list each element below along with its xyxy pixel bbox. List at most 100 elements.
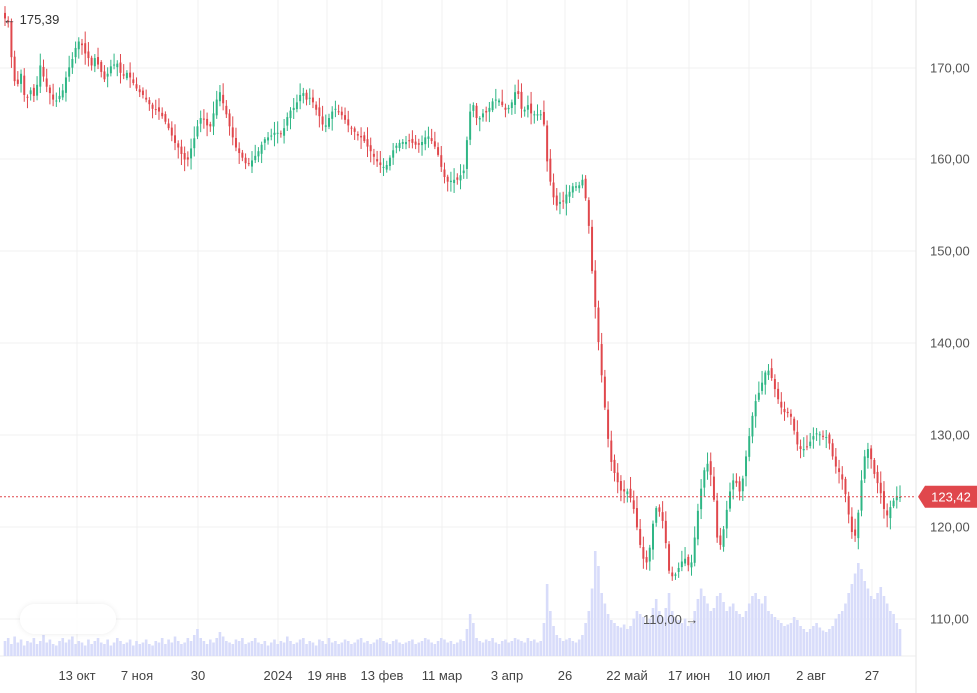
candle-body [26, 96, 29, 98]
candle-body [844, 478, 847, 495]
volume-bar [395, 639, 398, 656]
volume-layer [3, 551, 902, 656]
candle-body [632, 500, 635, 509]
volume-bar [423, 638, 427, 656]
volume-bar [597, 566, 600, 656]
candle-body [289, 110, 292, 119]
volume-bar [622, 624, 626, 656]
volume-bar [119, 641, 122, 656]
volume-bar [574, 642, 578, 656]
volume-bar [337, 644, 340, 656]
candle-body [498, 100, 501, 103]
candle-body [20, 73, 23, 84]
x-tick-label: 3 апр [491, 668, 523, 683]
volume-bar [449, 641, 453, 656]
candle-body [899, 496, 901, 498]
volume-bar [13, 636, 16, 656]
candle-body [356, 134, 359, 136]
candle-body [77, 41, 80, 50]
volume-bar [606, 614, 610, 656]
candle-body [228, 113, 231, 127]
candle-body [106, 73, 109, 77]
candle-body [639, 528, 642, 545]
candle-body [401, 141, 404, 144]
candle-body [276, 132, 279, 134]
candle-body [411, 138, 414, 143]
volume-bar [385, 642, 389, 656]
candle-body [39, 65, 42, 87]
candle-body [520, 91, 523, 109]
volume-bar [430, 642, 433, 656]
candle-body [703, 470, 706, 488]
volume-bar [680, 623, 684, 656]
axis-layer: 170,00 160,00 150,00 140,00 130,00 120,00 110,… [58, 61, 969, 684]
x-tick-label: 11 мар [422, 668, 463, 683]
candle-body [116, 63, 119, 68]
volume-bar [407, 641, 411, 656]
volume-bar [690, 623, 693, 656]
volume-bar [318, 639, 321, 656]
volume-bar [231, 644, 235, 656]
candle-body [273, 132, 276, 135]
candle-body [13, 56, 16, 82]
candle-body [658, 507, 661, 512]
volume-bar [895, 623, 899, 656]
candle-body [279, 133, 282, 135]
candle-body [825, 437, 828, 439]
volume-bar [269, 642, 273, 656]
volume-bar [581, 635, 584, 656]
candle-body [100, 62, 103, 72]
volume-bar [526, 638, 530, 656]
y-tick-label: 170,00 [930, 61, 970, 76]
volume-bar [128, 639, 132, 656]
candle-body [745, 456, 748, 477]
candle-body [478, 118, 481, 120]
candle-body [680, 561, 683, 568]
volume-bar [885, 603, 889, 656]
volume-bar [6, 638, 10, 656]
candle-body [222, 94, 225, 104]
candle-body [712, 476, 715, 500]
volume-bar [882, 596, 886, 656]
x-tick-label: 10 июл [728, 668, 770, 683]
candle-body [257, 151, 260, 157]
volume-bar [289, 641, 292, 656]
candle-body [789, 413, 792, 417]
candle-body [267, 137, 270, 141]
volume-bar [613, 623, 616, 656]
candle-body [539, 114, 542, 116]
candle-body [552, 182, 555, 198]
volume-bar [234, 639, 238, 656]
min-price-marker: 110,00 → [643, 612, 698, 627]
volume-bar [189, 641, 193, 656]
candle-body [507, 107, 510, 110]
candle-body [119, 62, 122, 73]
candle-body [847, 496, 850, 515]
candle-body [424, 137, 427, 145]
volume-bar [414, 644, 417, 656]
volume-bar [715, 596, 719, 656]
candle-body [263, 139, 266, 143]
candle-body [10, 21, 13, 58]
volume-bar [80, 642, 84, 656]
x-tick-label: 22 май [606, 668, 648, 683]
volume-bar [452, 644, 456, 656]
volume-bar [616, 626, 620, 656]
candle-body [154, 109, 157, 111]
volume-bar [876, 593, 879, 656]
volume-bar [693, 611, 696, 656]
candle-body [841, 474, 844, 480]
volume-bar [302, 638, 305, 656]
candle-body [504, 107, 507, 110]
candle-body [629, 488, 632, 498]
volume-bar [436, 641, 440, 656]
volume-bar [792, 617, 796, 656]
volume-bar [686, 626, 690, 656]
candle-body [642, 547, 645, 559]
candle-body [700, 488, 703, 510]
volume-bar [87, 639, 90, 656]
volume-bar [626, 629, 629, 656]
volume-bar [869, 596, 873, 656]
candle-body [366, 139, 369, 147]
